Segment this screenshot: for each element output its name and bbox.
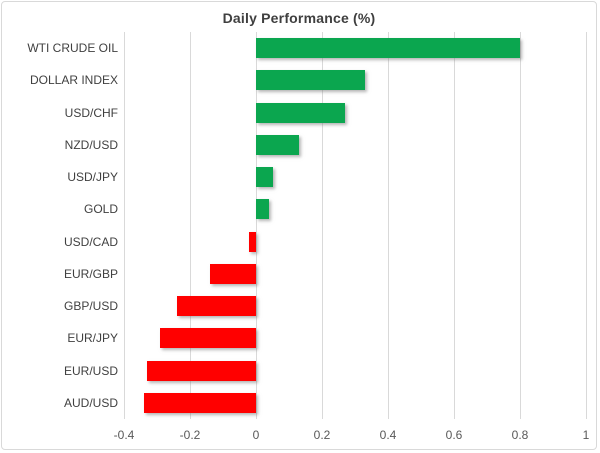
category-label: WTI CRUDE OIL — [27, 41, 118, 55]
bar-usd-jpy — [256, 167, 273, 188]
bar-wti-crude-oil — [256, 38, 520, 59]
category-label: USD/CAD — [63, 234, 118, 249]
bar-eur-usd — [147, 360, 256, 381]
x-tick-label: 0 — [252, 428, 260, 442]
bar-usd-cad — [249, 231, 256, 252]
category-label: NZD/USD — [64, 137, 118, 152]
bar-dollar-index — [256, 70, 365, 91]
x-tick-label: 0.8 — [511, 428, 529, 442]
category-label: USD/CHF — [64, 105, 118, 120]
x-tick-label: -0.2 — [179, 428, 201, 442]
category-label: GBP/USD — [63, 299, 118, 313]
category-label: AUD/USD — [63, 395, 118, 410]
category-label: GOLD — [83, 202, 118, 217]
category-label: EUR/USD — [63, 363, 118, 378]
x-tick-label: 1 — [582, 428, 590, 442]
gridline — [454, 32, 455, 419]
x-tick-label: 0.2 — [313, 428, 331, 442]
bar-eur-gbp — [209, 263, 256, 284]
x-tick-label: 0.4 — [379, 428, 397, 442]
gridline — [586, 32, 587, 419]
gridline — [322, 32, 323, 419]
bar-aud-usd — [143, 392, 256, 413]
bar-nzd-usd — [256, 134, 299, 155]
bar-usd-chf — [256, 102, 346, 123]
plot-area — [124, 32, 587, 419]
bar-gold — [256, 199, 270, 220]
category-label: USD/JPY — [67, 170, 118, 184]
gridline — [388, 32, 389, 419]
gridline — [190, 32, 191, 419]
bar-gbp-usd — [176, 296, 256, 317]
category-label: EUR/GBP — [63, 266, 118, 281]
bar-eur-jpy — [160, 328, 256, 349]
chart-title: Daily Performance (%) — [222, 10, 376, 26]
category-label: DOLLAR INDEX — [29, 73, 118, 88]
x-tick-label: 0.6 — [445, 428, 463, 442]
gridline — [520, 32, 521, 419]
gridline — [256, 32, 257, 419]
gridline — [124, 32, 125, 419]
x-tick-label: -0.4 — [113, 428, 135, 442]
category-label: EUR/JPY — [67, 331, 118, 346]
